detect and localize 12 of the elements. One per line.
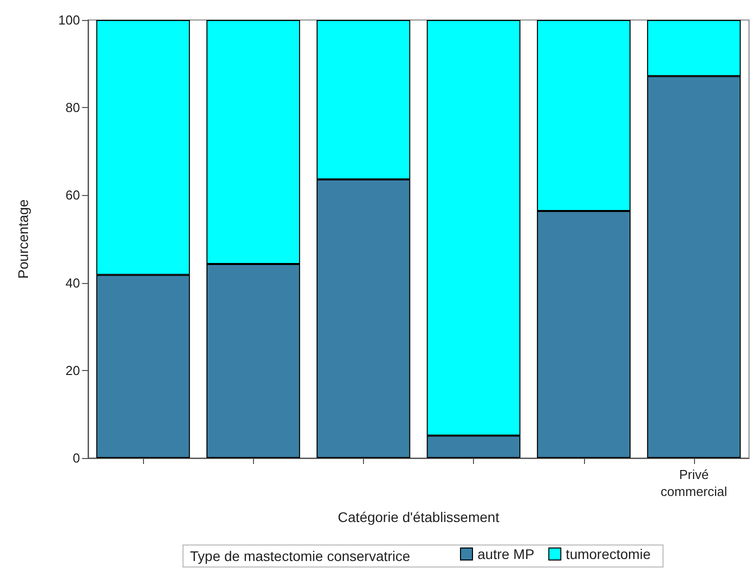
legend-title: Type de mastectomie conservatrice: [190, 548, 410, 564]
x-tick-label: Privé commercial: [660, 467, 728, 499]
y-tick-label: 40: [66, 275, 80, 290]
y-tick-label: 0: [72, 450, 80, 466]
y-tick-label: 20: [66, 362, 80, 378]
y-axis-title: Pourcentage: [15, 199, 31, 279]
legend-label: autre MP: [478, 546, 534, 562]
legend-label: tumorectomie: [566, 546, 651, 562]
y-tick-label: 60: [66, 188, 80, 203]
y-tick-label: 80: [66, 100, 80, 116]
x-axis-title: Catégorie d'établissement: [338, 509, 500, 525]
y-tick-label: 100: [58, 12, 80, 28]
